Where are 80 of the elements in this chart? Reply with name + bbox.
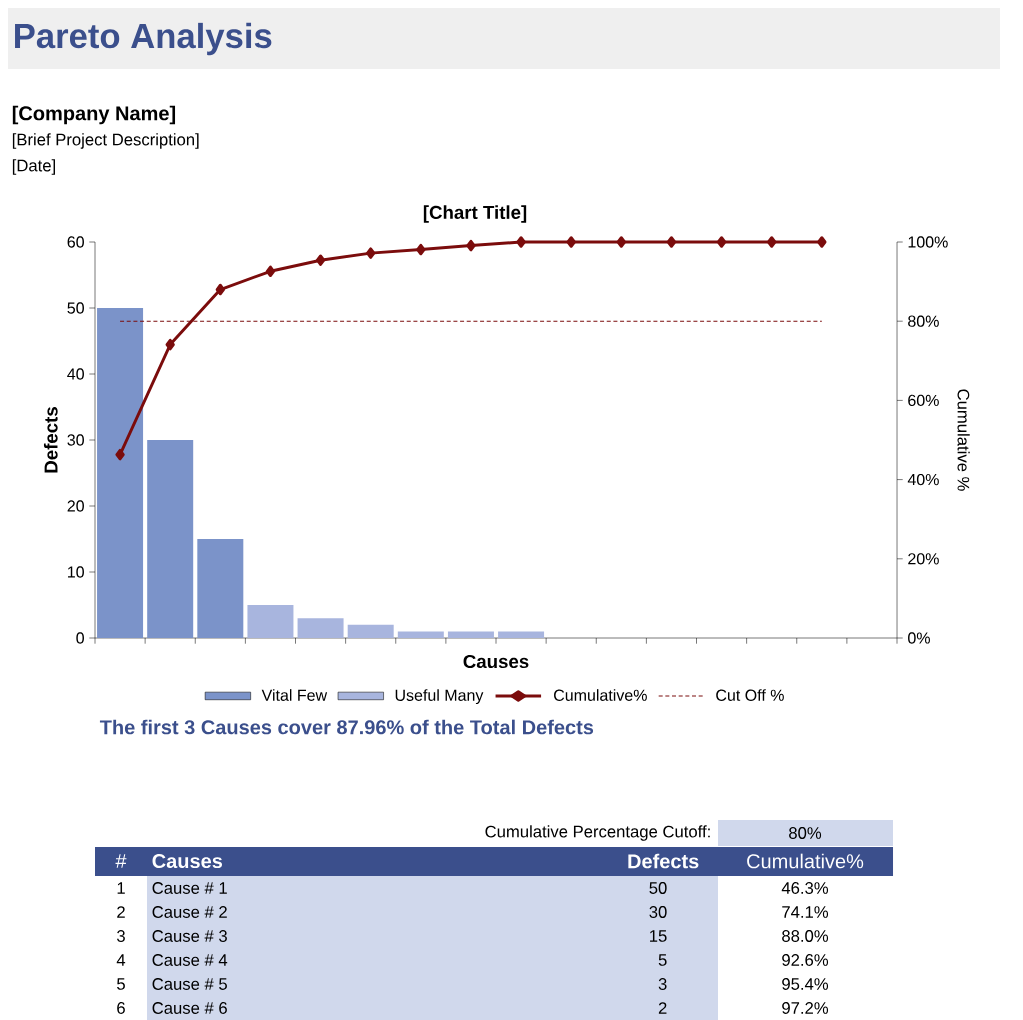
bar [347,624,394,639]
chart-title: Pareto Analysis [15,22,272,56]
text: 5 [658,954,667,966]
y-tick-label: 20 [67,500,84,512]
point [616,236,626,248]
text: 80% [789,827,822,839]
text: 5 [117,978,125,990]
y-tick-label: 10 [68,566,84,578]
text: The first 3 Causes cover 87.96% of the Total Defects [99,719,594,735]
point [115,448,125,461]
y2-tick-label: 0% [908,632,930,644]
text: Cumulative% [747,853,864,869]
text: 3 [658,978,667,990]
text: 6 [117,1002,125,1014]
bar [197,539,244,639]
text: 2 [117,906,125,918]
text: 50 [649,882,667,894]
point [416,243,426,256]
text: Cause # 1 [152,882,227,894]
text: Cause # 3 [152,930,227,942]
text: 74.1% [782,906,829,918]
y2-tick-label: 100% [908,236,948,248]
text: 95.4% [782,978,829,990]
bar [247,605,294,639]
point [466,239,476,252]
text: Cause # 2 [152,906,227,918]
point [566,236,576,248]
bar [297,618,344,639]
text: [Company Name] [12,105,176,125]
text: Causes [152,853,223,869]
text: Cause # 6 [152,1002,227,1014]
point [315,254,326,266]
text: [Brief Project Description] [12,133,199,149]
chart-subtitle: [Chart Title] [423,205,527,223]
x-axis-title: Causes [463,654,529,669]
y-tick-label: 40 [67,368,84,380]
text: # [115,854,127,868]
legend-label: Cut Off % [716,689,784,701]
point [215,283,225,296]
legend-label: Vital Few [261,689,328,701]
legend-label: Cumulative% [554,689,647,701]
y-tick-label: 60 [67,236,84,248]
text: Cumulative Percentage Cutoff: [485,825,710,841]
y-axis-title: Defects [43,407,58,473]
point [716,236,727,248]
text: 2 [658,1002,667,1014]
y2-axis-title: Cumulative % [957,389,970,491]
point [265,265,276,278]
bar [447,631,494,639]
text: 88.0% [782,930,829,942]
y2-tick-label: 80% [908,315,939,327]
y-tick-label: 50 [67,302,84,314]
point [817,236,827,248]
y-tick-label: 0 [76,632,84,644]
legend-label: Useful Many [395,689,484,705]
point [366,247,376,259]
point [666,236,677,248]
text: 1 [117,882,125,894]
y2-tick-label: 20% [908,553,939,565]
bar [97,308,144,639]
text: 92.6% [782,954,829,966]
text: Defects [628,853,699,869]
y-tick-label: 30 [67,434,84,446]
text: 46.3% [781,882,829,894]
point [165,338,175,351]
text: 97.2% [782,1002,829,1014]
text: 15 [650,930,667,942]
bar [498,631,545,639]
y2-tick-label: 40% [907,473,939,486]
bar [397,631,444,639]
bar [147,440,194,639]
text: 4 [116,954,126,966]
text: 3 [117,930,125,942]
y2-tick-label: 60% [908,394,939,407]
point [767,236,777,248]
point [516,236,526,248]
text: Cause # 4 [152,954,228,966]
text: Cause # 5 [152,978,227,990]
text: [Date] [12,159,55,175]
text: 30 [649,906,667,918]
